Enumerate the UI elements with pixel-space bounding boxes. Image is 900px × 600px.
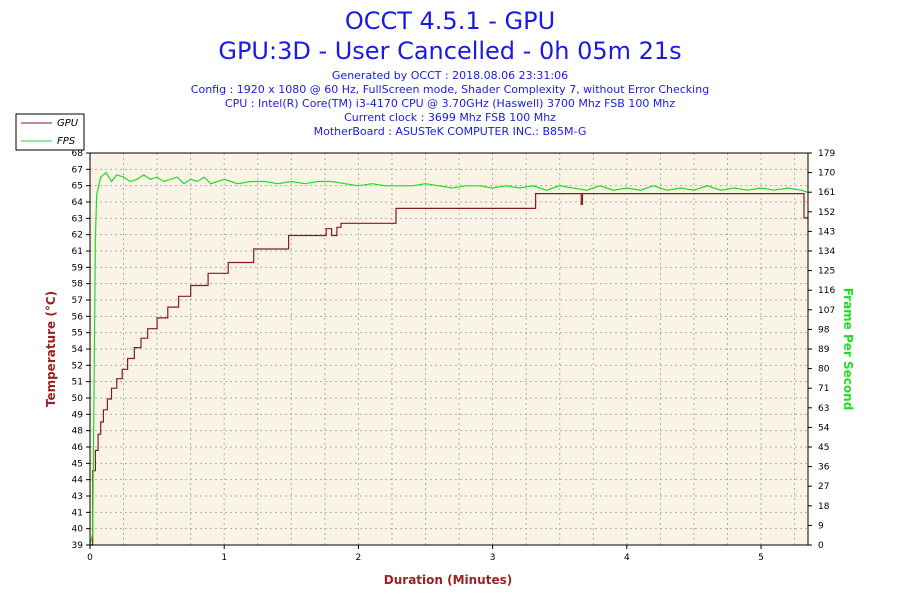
x-tick-label: 3 [490, 553, 496, 563]
y-tick-label: 59 [72, 263, 84, 273]
gpu-series-line [90, 193, 809, 546]
legend-fps-label: FPS [57, 136, 76, 147]
y2-axis-title: Frame Per Second [841, 288, 855, 411]
x-axis-title: Duration (Minutes) [384, 573, 512, 587]
plot-area [90, 153, 808, 545]
series-layer [89, 171, 809, 546]
y2-tick-label: 9 [818, 521, 824, 531]
y-tick-label: 63 [72, 214, 83, 224]
y2-tick-label: 125 [818, 267, 835, 277]
y-tick-label: 40 [72, 525, 84, 535]
y-tick-label: 67 [72, 165, 83, 175]
legend-box [15, 113, 85, 151]
y2-tick-label: 18 [818, 502, 830, 512]
grid [90, 153, 808, 545]
y-tick-label: 52 [72, 361, 83, 371]
x-axis: 0 1 2 3 4 5 [87, 545, 764, 563]
info-config: Config : 1920 x 1080 @ 60 Hz, FullScreen… [190, 83, 710, 96]
y2-tick-label: 170 [818, 169, 835, 179]
info-clock: Current clock : 3699 Mhz FSB 100 Mhz [344, 111, 556, 124]
y2-tick-label: 54 [818, 423, 830, 433]
y2-tick-label: 98 [818, 325, 830, 335]
x-tick-label: 4 [624, 553, 630, 563]
y2-tick-label: 71 [818, 384, 829, 394]
y2-tick-label: 27 [818, 482, 829, 492]
y-tick-label: 46 [72, 443, 84, 453]
y2-tick-label: 89 [818, 345, 830, 355]
legend: GPU FPS [15, 113, 85, 151]
y-tick-label: 61 [72, 247, 83, 257]
y-axis-right: 0 9 18 27 36 45 54 63 71 80 89 98 107 116 125 134 143 152… [808, 149, 835, 551]
y-tick-label: 55 [72, 329, 83, 339]
y2-tick-label: 107 [818, 306, 835, 316]
y2-tick-label: 0 [818, 541, 824, 551]
y2-tick-label: 80 [818, 365, 830, 375]
y-tick-label: 44 [72, 476, 84, 486]
y-tick-label: 43 [72, 492, 83, 502]
x-tick-label: 1 [221, 553, 227, 563]
y-tick-label: 56 [72, 312, 84, 322]
y2-tick-label: 179 [818, 149, 835, 159]
y2-tick-label: 143 [818, 227, 835, 237]
info-motherboard: MotherBoard : ASUSTeK COMPUTER INC.: B85… [313, 125, 587, 138]
y2-tick-label: 36 [818, 463, 830, 473]
chart-subtitle: GPU:3D - User Cancelled - 0h 05m 21s [218, 37, 682, 65]
y-tick-label: 48 [72, 427, 84, 437]
y-tick-label: 49 [72, 410, 84, 420]
y2-tick-label: 134 [818, 247, 835, 257]
chart-title: OCCT 4.5.1 - GPU [344, 7, 556, 35]
y2-tick-label: 116 [818, 286, 835, 296]
y-tick-label: 39 [72, 541, 84, 551]
y-tick-label: 54 [72, 345, 84, 355]
y-tick-label: 68 [72, 149, 84, 159]
y2-tick-label: 45 [818, 443, 829, 453]
y-tick-label: 65 [72, 182, 83, 192]
y-tick-label: 41 [72, 508, 83, 518]
x-tick-label: 2 [356, 553, 362, 563]
y-tick-label: 51 [72, 378, 83, 388]
y-axis-title: Temperature (°C) [44, 291, 58, 407]
info-cpu: CPU : Intel(R) Core(TM) i3-4170 CPU @ 3.… [224, 97, 676, 110]
x-tick-label: 0 [87, 553, 93, 563]
y-tick-label: 50 [72, 394, 84, 404]
y-tick-label: 57 [72, 296, 83, 306]
y2-tick-label: 152 [818, 208, 835, 218]
y-axis-left: 39 40 41 43 44 45 46 48 49 50 51 52 54 55 56 57 58 59 61 62… [72, 149, 90, 551]
y2-tick-label: 161 [818, 188, 835, 198]
fps-series-line [89, 171, 809, 546]
y-tick-label: 45 [72, 459, 83, 469]
y-tick-label: 64 [72, 198, 84, 208]
x-tick-label: 5 [758, 553, 764, 563]
legend-gpu-label: GPU [57, 118, 79, 129]
y-tick-label: 62 [72, 231, 83, 241]
y-tick-label: 58 [72, 280, 84, 290]
info-generated: Generated by OCCT : 2018.08.06 23:31:06 [331, 69, 569, 82]
y2-tick-label: 63 [818, 404, 829, 414]
